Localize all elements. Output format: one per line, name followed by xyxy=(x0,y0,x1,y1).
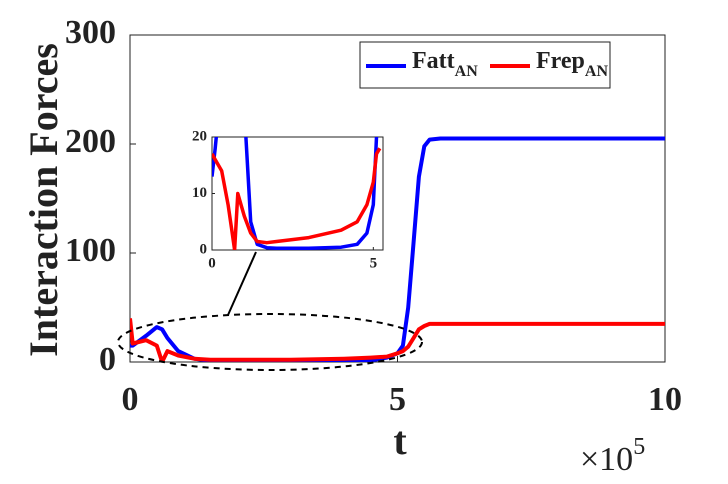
multiplier-base: ×10 xyxy=(580,441,633,478)
zoom-connector xyxy=(227,251,257,316)
x-tick-label: 5 xyxy=(389,381,406,418)
series-line xyxy=(212,137,379,250)
series-line xyxy=(212,147,382,250)
series-group xyxy=(130,136,665,362)
y-axis-label: Interaction Forces xyxy=(21,43,66,357)
y-tick-label: 300 xyxy=(65,14,116,51)
x-multiplier: ×105 xyxy=(580,434,645,478)
series-group xyxy=(212,137,382,250)
y-tick-label: 10 xyxy=(192,185,207,201)
legend-items: FattAN FrepAN xyxy=(366,48,608,80)
y-tick-label: 0 xyxy=(200,241,208,257)
y-tick-label: 20 xyxy=(192,128,207,144)
legend-label: FrepAN xyxy=(536,48,608,80)
inset-frame xyxy=(211,136,384,251)
legend-subscript: AN xyxy=(585,63,609,80)
x-tick-label: 10 xyxy=(648,381,682,418)
x-tick-label: 0 xyxy=(208,255,216,271)
zoom-ellipse xyxy=(117,313,423,371)
x-axis-label: t xyxy=(393,418,407,463)
inset-plot: 0 10 20 0 5 xyxy=(192,128,382,271)
y-tick-label: 0 xyxy=(99,341,116,378)
y-tick-label: 200 xyxy=(65,123,116,160)
series-line xyxy=(130,318,665,362)
legend-name: Fatt xyxy=(412,48,455,74)
legend-label: FattAN xyxy=(412,48,478,80)
x-tick-label: 5 xyxy=(370,255,378,271)
legend-subscript: AN xyxy=(455,63,479,80)
series-line xyxy=(130,136,665,362)
legend-name: Frep xyxy=(536,48,585,74)
y-tick-label: 100 xyxy=(65,232,116,269)
x-tick-label: 0 xyxy=(122,381,139,418)
multiplier-exponent: 5 xyxy=(633,434,645,460)
